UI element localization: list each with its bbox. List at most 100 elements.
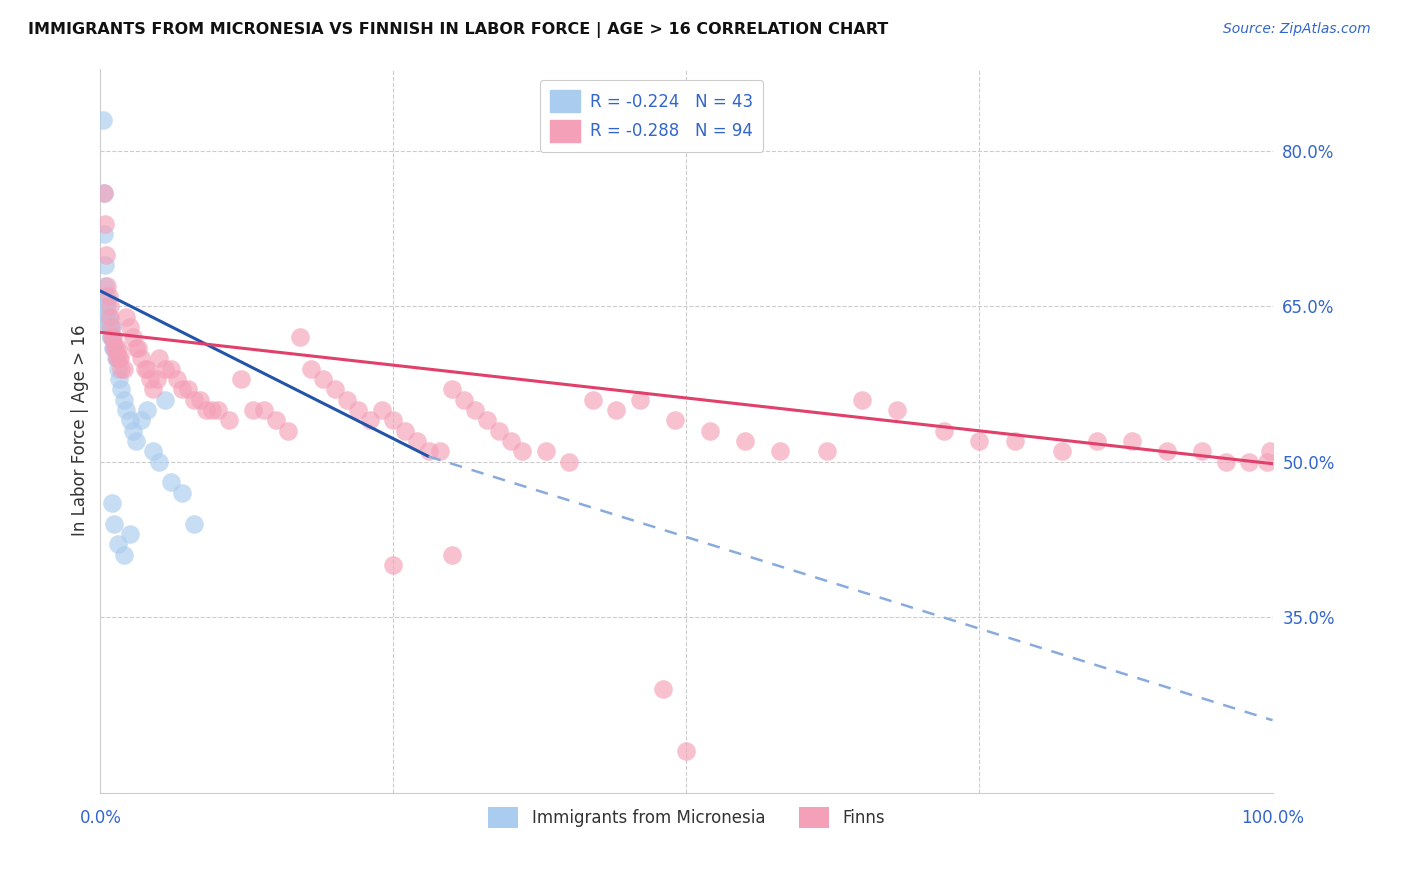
Legend: Immigrants from Micronesia, Finns: Immigrants from Micronesia, Finns	[482, 800, 891, 835]
Point	[118, 413, 141, 427]
Point	[98, 300, 121, 314]
Point	[107, 341, 129, 355]
Point	[1121, 434, 1143, 448]
Point	[475, 413, 498, 427]
Point	[1050, 444, 1073, 458]
Point	[118, 527, 141, 541]
Point	[107, 361, 129, 376]
Point	[734, 434, 756, 448]
Point	[382, 413, 405, 427]
Point	[172, 485, 194, 500]
Point	[98, 310, 121, 324]
Point	[131, 413, 153, 427]
Point	[405, 434, 427, 448]
Point	[159, 361, 181, 376]
Point	[94, 217, 117, 231]
Point	[98, 320, 121, 334]
Point	[453, 392, 475, 407]
Point	[115, 403, 138, 417]
Point	[1156, 444, 1178, 458]
Point	[112, 392, 135, 407]
Point	[207, 403, 229, 417]
Text: IMMIGRANTS FROM MICRONESIA VS FINNISH IN LABOR FORCE | AGE > 16 CORRELATION CHAR: IMMIGRANTS FROM MICRONESIA VS FINNISH IN…	[28, 22, 889, 38]
Point	[115, 310, 138, 324]
Point	[815, 444, 838, 458]
Point	[136, 403, 159, 417]
Point	[1256, 455, 1278, 469]
Point	[103, 516, 125, 531]
Point	[100, 330, 122, 344]
Point	[103, 341, 125, 355]
Point	[1191, 444, 1213, 458]
Point	[159, 475, 181, 490]
Point	[183, 392, 205, 407]
Point	[359, 413, 381, 427]
Point	[112, 361, 135, 376]
Point	[131, 351, 153, 366]
Point	[96, 300, 118, 314]
Point	[96, 289, 118, 303]
Point	[194, 403, 217, 417]
Point	[675, 744, 697, 758]
Point	[98, 320, 121, 334]
Point	[97, 320, 120, 334]
Point	[118, 320, 141, 334]
Point	[299, 361, 322, 376]
Point	[101, 496, 124, 510]
Point	[664, 413, 686, 427]
Point	[142, 382, 165, 396]
Point	[108, 351, 131, 366]
Point	[96, 278, 118, 293]
Point	[464, 403, 486, 417]
Point	[188, 392, 211, 407]
Point	[105, 351, 128, 366]
Point	[652, 682, 675, 697]
Point	[229, 372, 252, 386]
Point	[108, 372, 131, 386]
Point	[699, 424, 721, 438]
Point	[394, 424, 416, 438]
Point	[153, 392, 176, 407]
Point	[124, 434, 146, 448]
Point	[148, 351, 170, 366]
Point	[312, 372, 335, 386]
Point	[97, 289, 120, 303]
Point	[124, 341, 146, 355]
Point	[512, 444, 534, 458]
Point	[107, 537, 129, 551]
Point	[103, 330, 125, 344]
Point	[534, 444, 557, 458]
Point	[134, 361, 156, 376]
Point	[96, 300, 118, 314]
Point	[1004, 434, 1026, 448]
Point	[969, 434, 991, 448]
Point	[103, 341, 125, 355]
Point	[100, 320, 122, 334]
Point	[127, 341, 149, 355]
Point	[582, 392, 605, 407]
Point	[93, 186, 115, 200]
Point	[112, 548, 135, 562]
Point	[110, 351, 132, 366]
Point	[138, 372, 160, 386]
Point	[148, 455, 170, 469]
Point	[172, 382, 194, 396]
Point	[934, 424, 956, 438]
Point	[418, 444, 440, 458]
Point	[264, 413, 287, 427]
Point	[886, 403, 908, 417]
Point	[605, 403, 627, 417]
Point	[628, 392, 651, 407]
Point	[1215, 455, 1237, 469]
Point	[122, 424, 145, 438]
Point	[122, 330, 145, 344]
Point	[93, 227, 115, 241]
Point	[94, 278, 117, 293]
Point	[177, 382, 200, 396]
Point	[94, 258, 117, 272]
Point	[110, 361, 132, 376]
Point	[429, 444, 451, 458]
Point	[136, 361, 159, 376]
Point	[97, 310, 120, 324]
Point	[323, 382, 346, 396]
